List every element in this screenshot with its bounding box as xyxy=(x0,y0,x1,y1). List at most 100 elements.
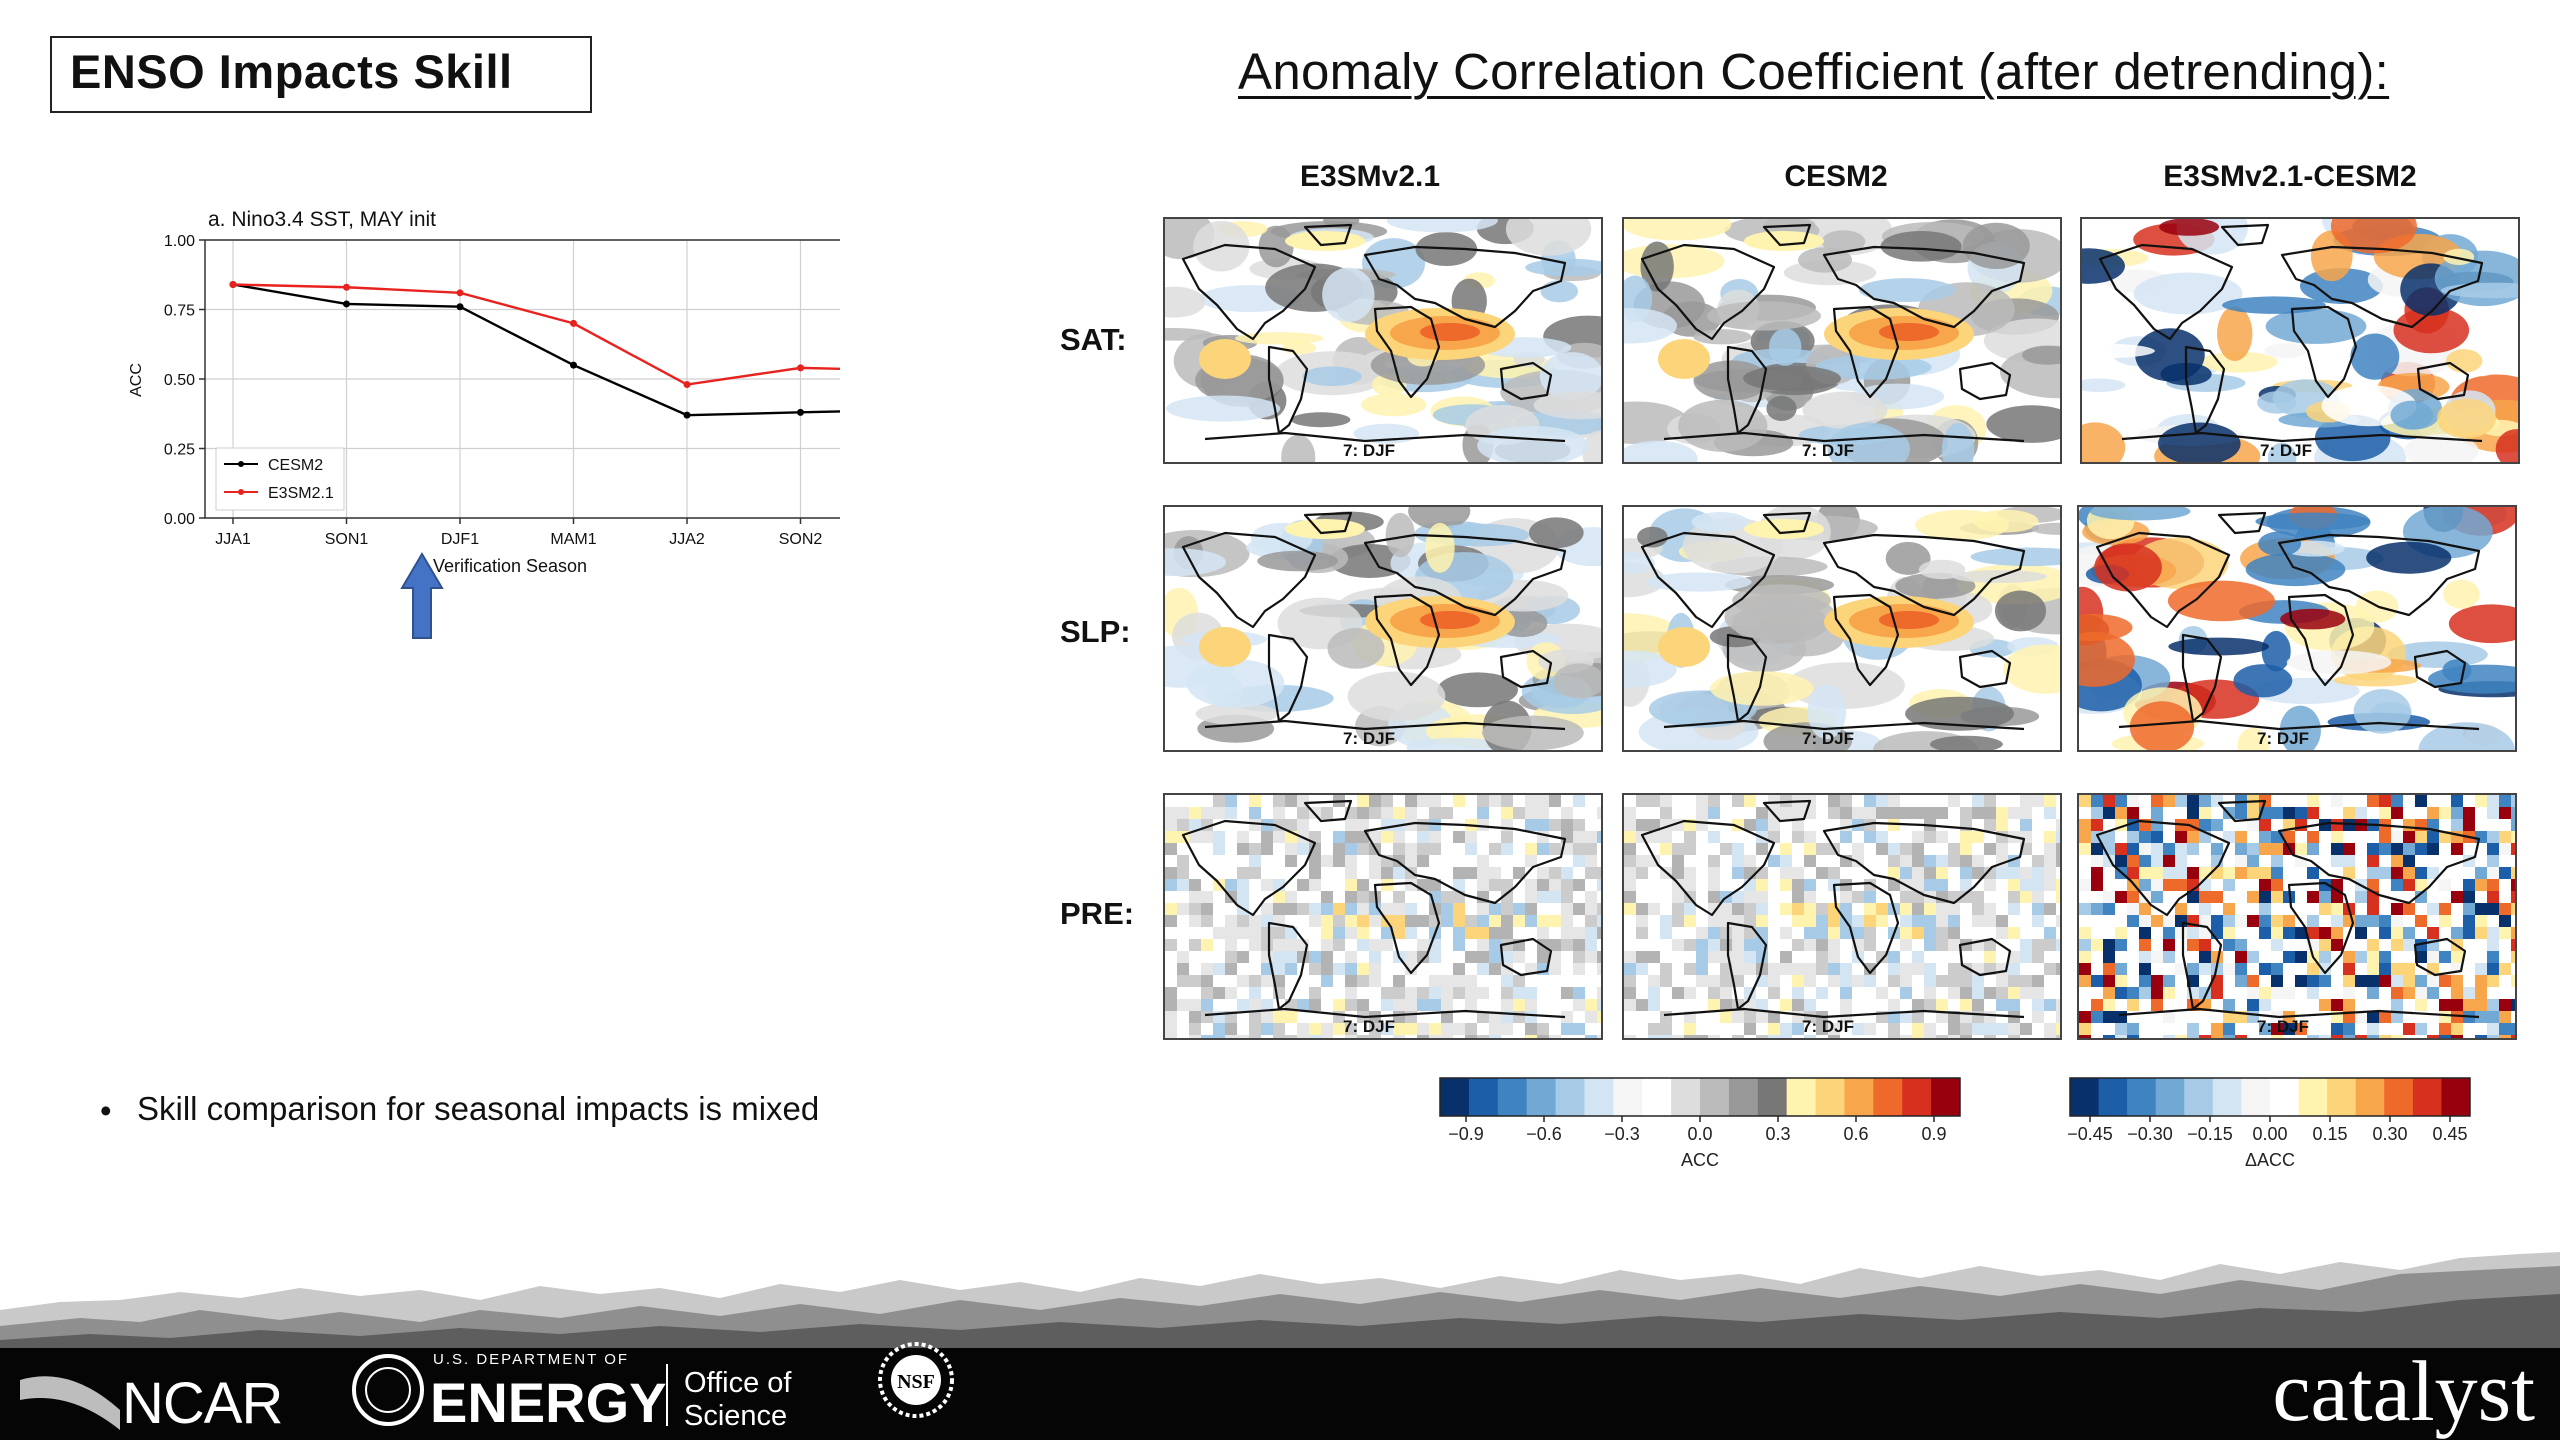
colorbar-swatch xyxy=(2355,1078,2385,1116)
map-panel-sat-diff: 7: DJF xyxy=(2080,217,2520,464)
data-point xyxy=(343,283,350,291)
x-tick-label: MAM1 xyxy=(550,531,596,548)
colorbar-swatch xyxy=(2270,1078,2300,1116)
section-heading: Anomaly Correlation Coefficient (after d… xyxy=(1238,43,2390,100)
colorbar-label: ΔACC xyxy=(2245,1150,2295,1170)
colorbar-tick-label: −0.30 xyxy=(2127,1124,2173,1144)
map-panel-pre-diff: 7: DJF xyxy=(2077,793,2517,1040)
colorbar-tick-label: −0.45 xyxy=(2067,1124,2113,1144)
y-tick-label: 0.75 xyxy=(164,303,195,320)
map-panel-slp-diff: 7: DJF xyxy=(2077,505,2517,752)
colorbar-swatch xyxy=(2241,1078,2271,1116)
colorbar-tick-label: 0.0 xyxy=(1687,1124,1712,1144)
colorbar-swatch xyxy=(2441,1078,2471,1116)
colorbar-swatch xyxy=(1815,1078,1845,1116)
x-tick-label: JJA2 xyxy=(669,531,705,548)
up-arrow-icon xyxy=(400,552,444,639)
x-tick-label: DJF1 xyxy=(441,531,479,548)
map-panel-sat-cesm2: 7: DJF xyxy=(1622,217,2062,464)
data-point xyxy=(797,408,804,416)
colorbar-swatch xyxy=(2327,1078,2357,1116)
colorbar-swatch xyxy=(1873,1078,1903,1116)
colorbar-swatch xyxy=(2127,1078,2157,1116)
y-tick-label: 0.50 xyxy=(164,372,195,389)
nsf-logo-icon xyxy=(878,1342,954,1418)
office-line1: Office of xyxy=(684,1367,792,1399)
doe-seal-icon xyxy=(352,1354,424,1426)
y-tick-label: 0.00 xyxy=(164,511,195,528)
chart-series xyxy=(229,280,840,419)
column-header-cesm2: CESM2 xyxy=(1784,160,1888,193)
colorbar-tick-label: 0.45 xyxy=(2432,1124,2467,1144)
colorbar-tick-label: 0.9 xyxy=(1921,1124,1946,1144)
colorbar-tick-label: −0.15 xyxy=(2187,1124,2233,1144)
colorbar-swatch xyxy=(1757,1078,1788,1116)
y-tick-label: 0.25 xyxy=(164,442,195,459)
column-header-e3sm: E3SMv2.1 xyxy=(1299,160,1441,193)
colorbar-swatch xyxy=(1440,1078,1470,1116)
office-line2: Science xyxy=(684,1400,787,1432)
x-tick-label: JJA1 xyxy=(215,531,251,548)
colorbar-tick-label: 0.6 xyxy=(1843,1124,1868,1144)
panel-label: 7: DJF xyxy=(1802,1017,1854,1036)
map-panel-pre-e3sm: 7: DJF xyxy=(1163,793,1603,1040)
nino34-line-chart: a. Nino3.4 SST, MAY init 0.00 0.25 0.50 0.7… xyxy=(128,208,840,576)
series-line-cesm2 xyxy=(232,283,840,417)
data-point xyxy=(797,364,804,372)
nsf-label: NSF xyxy=(897,1371,935,1393)
colorbar-swatch xyxy=(1555,1078,1585,1116)
data-point xyxy=(456,289,464,297)
colorbar-swatch xyxy=(1497,1078,1528,1116)
x-tick-label: SON1 xyxy=(325,531,369,548)
title-box xyxy=(50,36,592,113)
panel-label: 7: DJF xyxy=(2260,441,2312,460)
panel-label: 7: DJF xyxy=(1343,441,1395,460)
data-point xyxy=(570,319,577,327)
bullet-text: Skill comparison for seasonal impacts is… xyxy=(137,1090,820,1127)
data-point xyxy=(229,280,237,288)
dacc-colorbar: −0.45 −0.30 −0.15 0.00 0.15 0.30 0.45 ΔACC xyxy=(2067,1077,2471,1170)
x-tick-label: SON2 xyxy=(779,531,823,548)
chart-y-ticks: 0.00 0.25 0.50 0.75 1.00 xyxy=(164,233,205,528)
bullet-marker: • xyxy=(100,1092,112,1129)
colorbar-tick-label: 0.00 xyxy=(2252,1124,2287,1144)
row-header-sat: SAT: xyxy=(1060,322,1127,357)
panel-label: 7: DJF xyxy=(2257,729,2309,748)
colorbar-swatch xyxy=(1786,1078,1817,1116)
colorbar-swatch xyxy=(1902,1078,1932,1116)
chart-legend: CESM2 E3SM2.1 xyxy=(215,447,345,511)
colorbar-tick-label: −0.6 xyxy=(1526,1124,1562,1144)
chart-x-ticks: JJA1SON1DJF1MAM1JJA2SON2DJF2 xyxy=(215,518,823,548)
colorbar-label: ACC xyxy=(1681,1150,1719,1170)
colorbar-tick-label: 0.3 xyxy=(1765,1124,1790,1144)
doe-main-label: ENERGY xyxy=(430,1371,667,1434)
colorbar-tick-label: −0.3 xyxy=(1604,1124,1640,1144)
chart-ylabel: ACC xyxy=(128,363,145,397)
data-point xyxy=(683,381,691,389)
doe-top-label: U.S. DEPARTMENT OF xyxy=(433,1351,629,1368)
colorbar-tick-label: 0.30 xyxy=(2372,1124,2407,1144)
row-header-pre: PRE: xyxy=(1060,896,1135,931)
panel-label: 7: DJF xyxy=(1802,441,1854,460)
slide-title: ENSO Impacts Skill xyxy=(70,45,513,98)
legend-e3sm: E3SM2.1 xyxy=(268,485,334,502)
catalyst-label: catalyst xyxy=(2272,1343,2535,1439)
colorbar-swatch xyxy=(2155,1078,2185,1116)
y-tick-label: 1.00 xyxy=(164,233,195,250)
acc-colorbar: −0.9 −0.6 −0.3 0.0 0.3 0.6 0.9 ACC xyxy=(1439,1077,1961,1170)
colorbar-swatch xyxy=(1728,1078,1759,1116)
colorbar-swatch xyxy=(1700,1078,1730,1116)
panel-label: 7: DJF xyxy=(1343,1017,1395,1036)
colorbar-swatch xyxy=(1671,1078,1701,1116)
footer-banner: NCAR U.S. DEPARTMENT OF ENERGY Office of… xyxy=(0,1252,2560,1440)
colorbar-swatch xyxy=(1642,1078,1672,1116)
colorbar-tick-label: 0.15 xyxy=(2312,1124,2347,1144)
data-point xyxy=(343,300,350,308)
colorbar-swatch xyxy=(2212,1078,2242,1116)
colorbar-swatch xyxy=(1931,1078,1961,1116)
colorbar-swatch xyxy=(1613,1078,1643,1116)
data-point xyxy=(683,411,691,419)
map-panel-sat-e3sm: 7: DJF xyxy=(1163,217,1603,464)
colorbar-swatch xyxy=(1844,1078,1874,1116)
colorbar-swatch xyxy=(2412,1078,2442,1116)
